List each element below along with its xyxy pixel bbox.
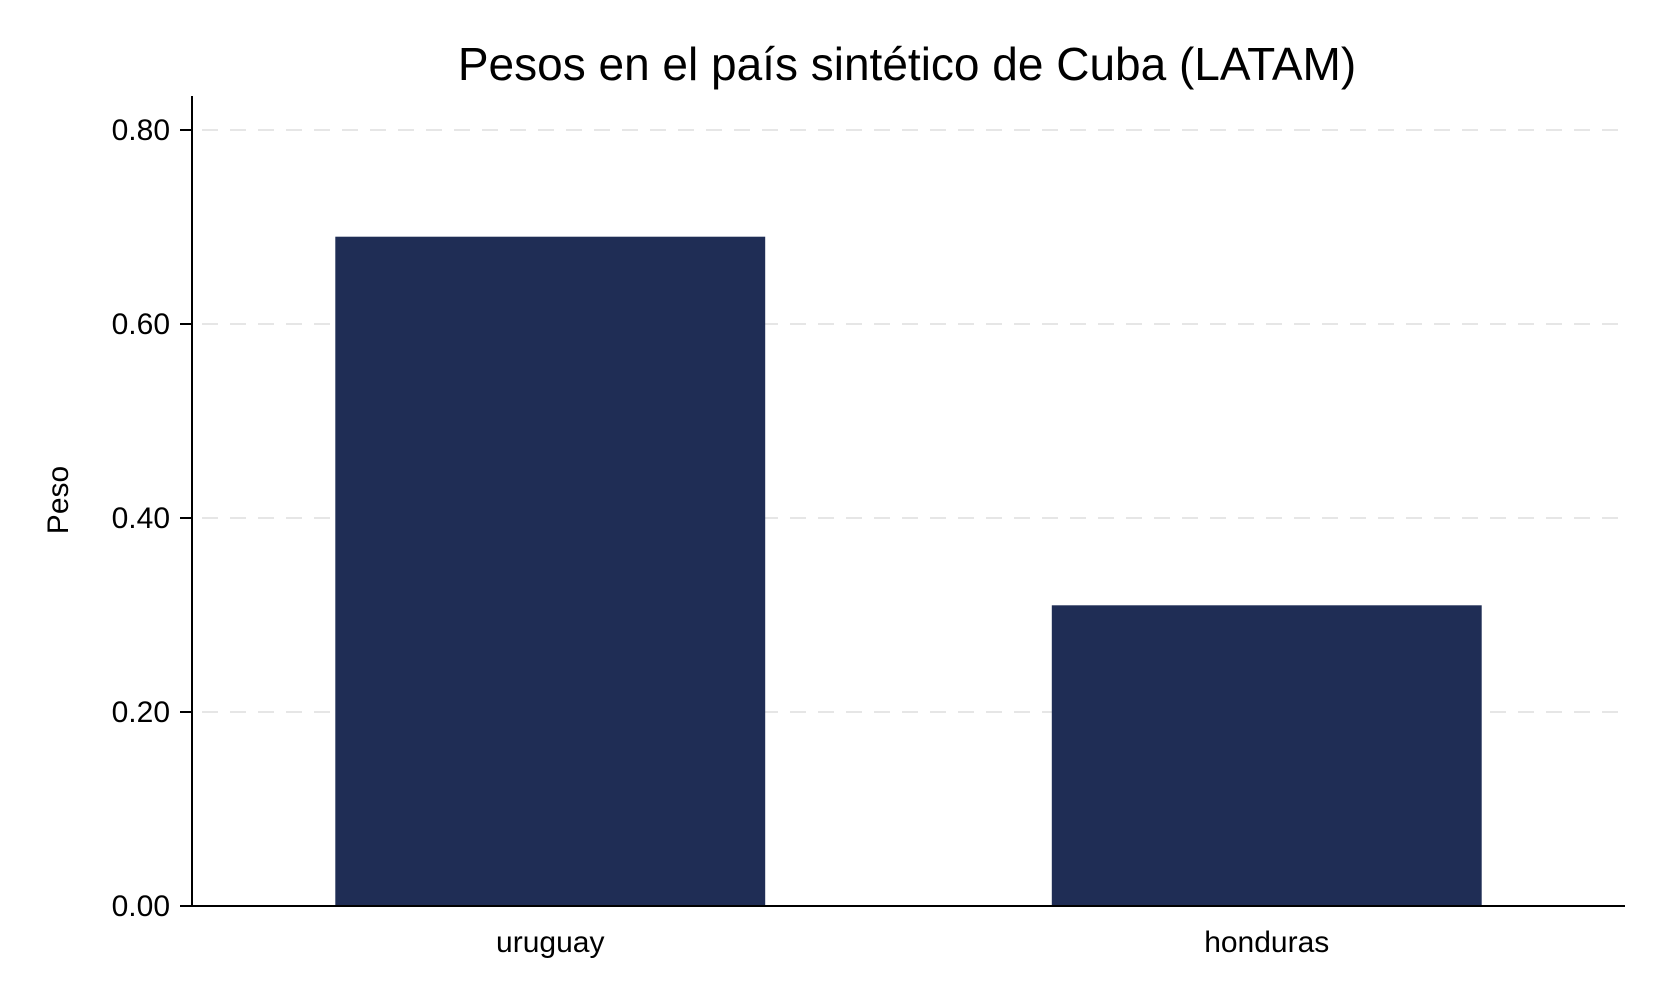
- y-axis-ticks: 0.00 0.20 0.40 0.60 0.80: [112, 114, 192, 923]
- x-axis-ticks: uruguay honduras: [496, 926, 1329, 959]
- y-tick-label: 0.40: [112, 502, 170, 535]
- y-tick-label: 0.60: [112, 308, 170, 341]
- bar-uruguay: [335, 236, 766, 906]
- bars: [335, 236, 1482, 906]
- y-tick-label: 0.20: [112, 696, 170, 729]
- bar-honduras: [1051, 605, 1482, 906]
- y-axis-title: Peso: [42, 466, 75, 534]
- chart-title: Pesos en el país sintético de Cuba (LATA…: [458, 38, 1356, 90]
- x-tick-label: uruguay: [496, 926, 604, 959]
- y-tick-label: 0.80: [112, 114, 170, 147]
- y-tick-label: 0.00: [112, 890, 170, 923]
- x-tick-label: honduras: [1204, 926, 1329, 959]
